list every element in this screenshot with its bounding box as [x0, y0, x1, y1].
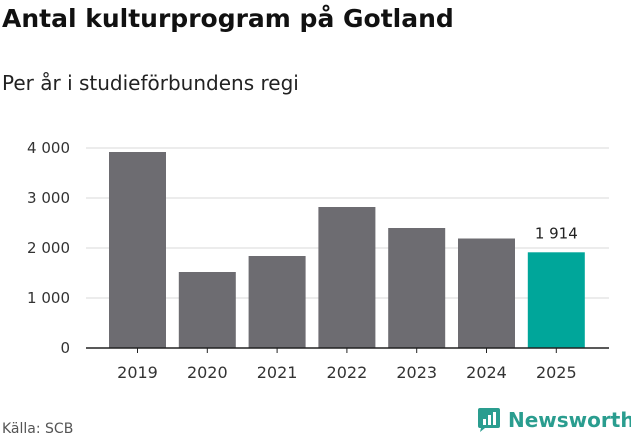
- x-tick-label: 2022: [327, 363, 368, 382]
- y-tick-label: 2 000: [27, 239, 70, 257]
- x-tick-label: 2021: [257, 363, 298, 382]
- bar: [388, 228, 446, 348]
- y-tick-label: 0: [60, 339, 70, 357]
- bar: [527, 252, 585, 348]
- bar: [248, 256, 306, 348]
- chart-subtitle: Per år i studieförbundens regi: [2, 71, 299, 95]
- x-tick-label: 2024: [466, 363, 507, 382]
- y-tick-label: 4 000: [27, 139, 70, 157]
- data-label: 1 914: [535, 224, 578, 242]
- x-tick-label: 2019: [117, 363, 158, 382]
- bar: [458, 238, 515, 348]
- x-tick-label: 2023: [396, 363, 437, 382]
- y-tick-label: 3 000: [27, 189, 70, 207]
- chart-title: Antal kulturprogram på Gotland: [2, 4, 454, 33]
- x-tick-label: 2020: [187, 363, 228, 382]
- bar: [318, 207, 376, 348]
- source-note: Källa: SCB: [2, 421, 74, 437]
- y-tick-label: 1 000: [27, 289, 70, 307]
- bar: [178, 272, 236, 348]
- bar: [109, 152, 166, 348]
- newsworthy-brand: Newsworthy: [476, 407, 631, 433]
- brand-name: Newsworthy: [508, 408, 631, 432]
- newsworthy-logo-icon: [478, 408, 500, 432]
- x-tick-label: 2025: [536, 363, 577, 382]
